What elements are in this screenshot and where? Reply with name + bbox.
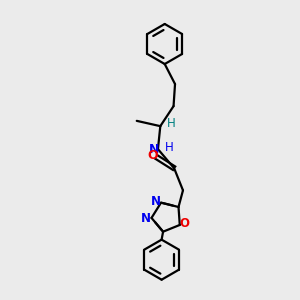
Text: N: N (151, 195, 161, 208)
Text: N: N (148, 142, 159, 156)
Text: H: H (167, 117, 176, 130)
Text: N: N (141, 212, 151, 225)
Text: H: H (164, 141, 173, 154)
Text: O: O (179, 217, 190, 230)
Text: O: O (148, 149, 158, 162)
